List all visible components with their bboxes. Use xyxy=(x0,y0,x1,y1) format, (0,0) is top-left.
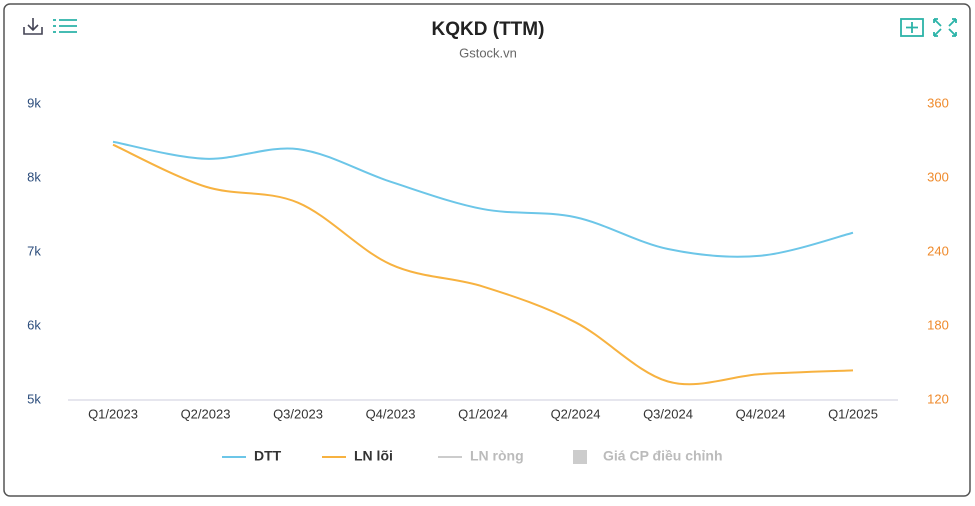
chart-frame xyxy=(3,3,971,497)
menu-icon[interactable] xyxy=(53,19,77,33)
legend-label: Giá CP điều chỉnh xyxy=(603,448,723,464)
series-line xyxy=(112,140,854,258)
y-tick-label: 7k xyxy=(27,243,41,258)
add-icon[interactable] xyxy=(900,18,924,37)
y2-tick-label: 300 xyxy=(927,169,949,184)
x-tick-label: Q2/2023 xyxy=(181,406,231,421)
legend-label: LN lõi xyxy=(354,448,393,464)
chart-subtitle: Gstock.vn xyxy=(459,45,517,60)
legend-marker xyxy=(573,450,587,464)
y-tick-label: 6k xyxy=(27,317,41,332)
fullscreen-icon[interactable] xyxy=(933,18,957,37)
legend-label: DTT xyxy=(254,448,282,464)
y-tick-label: 5k xyxy=(27,391,41,406)
y2-tick-label: 180 xyxy=(927,317,949,332)
x-tick-label: Q3/2023 xyxy=(273,406,323,421)
x-tick-label: Q2/2024 xyxy=(551,406,601,421)
x-tick-label: Q4/2024 xyxy=(736,406,786,421)
x-tick-label: Q1/2025 xyxy=(828,406,878,421)
y2-tick-label: 240 xyxy=(927,243,949,258)
x-tick-label: Q4/2023 xyxy=(366,406,416,421)
y2-tick-label: 360 xyxy=(927,95,949,110)
x-tick-label: Q1/2024 xyxy=(458,406,508,421)
chart-title: KQKD (TTM) xyxy=(432,19,545,40)
x-tick-label: Q3/2024 xyxy=(643,406,693,421)
y2-tick-label: 120 xyxy=(927,391,949,406)
y-tick-label: 8k xyxy=(27,169,41,184)
x-tick-label: Q1/2023 xyxy=(88,406,138,421)
download-icon[interactable] xyxy=(23,18,43,35)
y-tick-label: 9k xyxy=(27,95,41,110)
legend-label: LN ròng xyxy=(470,448,524,464)
series-line xyxy=(112,143,854,386)
